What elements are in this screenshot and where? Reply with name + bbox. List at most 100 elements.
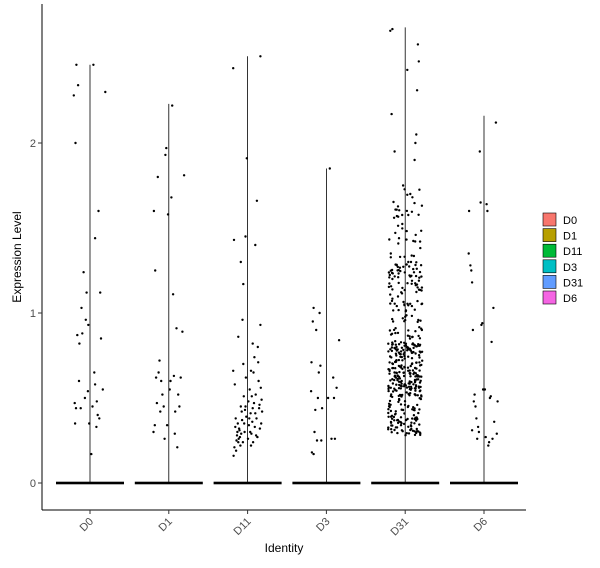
point-D31-91 bbox=[388, 361, 391, 364]
point-D31-244 bbox=[417, 378, 420, 381]
point-D31-459 bbox=[400, 379, 403, 383]
point-D31-246 bbox=[390, 431, 393, 434]
point-D1-1 bbox=[154, 269, 157, 272]
point-D6-22 bbox=[487, 441, 491, 444]
point-D0-0 bbox=[72, 94, 76, 97]
x-tick-label-D1: D1 bbox=[156, 516, 174, 534]
point-D31-224 bbox=[413, 366, 417, 370]
point-D11-52 bbox=[248, 388, 251, 391]
point-D31-317 bbox=[420, 375, 423, 378]
point-D31-390 bbox=[398, 383, 401, 387]
point-D31-181 bbox=[401, 227, 404, 230]
point-D11-40 bbox=[237, 437, 240, 440]
x-axis-ticks: D0 D1 D11 D3 D31 D6 bbox=[78, 510, 490, 538]
violin-D31 bbox=[371, 27, 440, 485]
point-D11-41 bbox=[238, 429, 241, 432]
point-D1-5 bbox=[157, 371, 160, 374]
point-D31-66 bbox=[410, 314, 414, 318]
point-D31-275 bbox=[400, 364, 403, 367]
legend-label-D11: D11 bbox=[563, 246, 582, 258]
point-D3-13 bbox=[320, 407, 324, 410]
point-D1-15 bbox=[169, 379, 172, 383]
point-D11-17 bbox=[247, 400, 250, 403]
point-D31-211 bbox=[406, 334, 410, 337]
point-D31-349 bbox=[418, 397, 421, 400]
point-D31-145 bbox=[401, 317, 404, 320]
point-D31-229 bbox=[411, 335, 414, 339]
point-D1-25 bbox=[181, 330, 184, 333]
point-D0-5 bbox=[76, 333, 79, 337]
point-D31-168 bbox=[389, 403, 392, 406]
point-D11-21 bbox=[250, 395, 253, 398]
point-D0-10 bbox=[80, 306, 83, 310]
point-D11-34 bbox=[232, 454, 235, 457]
point-D31-261 bbox=[387, 428, 390, 431]
point-D31-319 bbox=[403, 304, 406, 307]
point-D31-438 bbox=[397, 281, 400, 285]
violin-base-D6 bbox=[450, 481, 518, 485]
point-D1-7 bbox=[159, 410, 162, 413]
point-D1-14 bbox=[166, 213, 170, 216]
point-D31-253 bbox=[407, 355, 410, 358]
point-D11-48 bbox=[244, 405, 247, 408]
point-D31-30 bbox=[414, 352, 417, 355]
point-D3-8 bbox=[315, 439, 319, 442]
point-D31-405 bbox=[412, 414, 416, 417]
point-D6-31 bbox=[470, 429, 474, 432]
point-D31-379 bbox=[397, 237, 401, 240]
point-D31-126 bbox=[387, 415, 390, 418]
point-D0-23 bbox=[96, 413, 99, 417]
point-D31-250 bbox=[406, 366, 410, 369]
legend-label-D1: D1 bbox=[563, 231, 577, 243]
point-D6-11 bbox=[477, 430, 481, 434]
point-D1-29 bbox=[163, 437, 166, 440]
point-D31-454 bbox=[421, 359, 424, 362]
point-D31-374 bbox=[406, 193, 409, 196]
point-D1-4 bbox=[155, 401, 159, 405]
point-D31-383 bbox=[390, 428, 393, 431]
point-D31-279 bbox=[388, 405, 391, 409]
point-D11-15 bbox=[244, 376, 248, 379]
point-D1-16 bbox=[170, 196, 173, 199]
point-D11-20 bbox=[249, 444, 253, 447]
point-D31-61 bbox=[414, 385, 418, 388]
point-D0-6 bbox=[73, 401, 76, 405]
point-D31-196 bbox=[392, 328, 396, 332]
point-D0-28 bbox=[101, 388, 105, 391]
point-D31-348 bbox=[400, 291, 403, 294]
point-D6-32 bbox=[495, 432, 498, 435]
legend-label-D6: D6 bbox=[563, 293, 577, 305]
y-axis-ticks: 0 1 2 bbox=[30, 138, 42, 490]
point-D31-163 bbox=[399, 424, 403, 427]
legend-label-D3: D3 bbox=[563, 262, 577, 274]
point-D11-44 bbox=[240, 418, 244, 422]
point-D11-31 bbox=[259, 323, 262, 327]
point-D31-177 bbox=[406, 282, 409, 285]
point-D1-13 bbox=[165, 424, 169, 427]
point-D3-16 bbox=[330, 437, 333, 440]
point-D31-199 bbox=[391, 288, 394, 291]
point-D31-300 bbox=[420, 229, 423, 232]
point-D0-14 bbox=[84, 318, 88, 321]
point-D31-142 bbox=[397, 358, 401, 362]
point-D31-347 bbox=[390, 356, 393, 359]
point-D3-3 bbox=[311, 320, 314, 323]
point-D31-207 bbox=[408, 387, 412, 391]
point-D6-15 bbox=[481, 322, 484, 325]
point-D31-388 bbox=[395, 345, 398, 349]
point-D3-22 bbox=[320, 439, 323, 442]
point-D31-64 bbox=[413, 422, 416, 425]
point-D31-411 bbox=[393, 428, 396, 432]
point-D31-435 bbox=[399, 341, 403, 344]
point-D31-108 bbox=[420, 302, 423, 306]
points-D0 bbox=[72, 63, 107, 456]
point-D11-36 bbox=[234, 425, 237, 429]
point-D31-305 bbox=[392, 309, 395, 312]
point-D31-384 bbox=[389, 394, 393, 398]
point-D31-143 bbox=[403, 357, 406, 360]
point-D11-75 bbox=[237, 335, 240, 338]
point-D31-440 bbox=[402, 371, 405, 374]
point-D11-18 bbox=[248, 417, 251, 420]
point-D31-50 bbox=[414, 389, 417, 392]
